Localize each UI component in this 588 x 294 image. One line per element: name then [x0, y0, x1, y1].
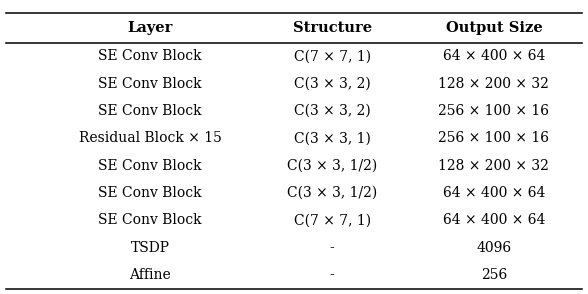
Text: C(3 × 3, 1): C(3 × 3, 1) — [294, 131, 370, 145]
Text: 64 × 400 × 64: 64 × 400 × 64 — [443, 186, 545, 200]
Text: 64 × 400 × 64: 64 × 400 × 64 — [443, 49, 545, 63]
Text: SE Conv Block: SE Conv Block — [98, 77, 202, 91]
Text: 4096: 4096 — [476, 241, 512, 255]
Text: 256: 256 — [481, 268, 507, 282]
Text: SE Conv Block: SE Conv Block — [98, 104, 202, 118]
Text: C(3 × 3, 1/2): C(3 × 3, 1/2) — [287, 159, 377, 173]
Text: 128 × 200 × 32: 128 × 200 × 32 — [439, 77, 549, 91]
Text: TSDP: TSDP — [131, 241, 169, 255]
Text: C(3 × 3, 2): C(3 × 3, 2) — [294, 77, 370, 91]
Text: 256 × 100 × 16: 256 × 100 × 16 — [439, 104, 549, 118]
Text: SE Conv Block: SE Conv Block — [98, 213, 202, 227]
Text: C(3 × 3, 1/2): C(3 × 3, 1/2) — [287, 186, 377, 200]
Text: Residual Block × 15: Residual Block × 15 — [79, 131, 221, 145]
Text: C(7 × 7, 1): C(7 × 7, 1) — [293, 213, 371, 227]
Text: SE Conv Block: SE Conv Block — [98, 186, 202, 200]
Text: SE Conv Block: SE Conv Block — [98, 49, 202, 63]
Text: 128 × 200 × 32: 128 × 200 × 32 — [439, 159, 549, 173]
Text: SE Conv Block: SE Conv Block — [98, 159, 202, 173]
Text: Structure: Structure — [293, 21, 372, 35]
Text: Layer: Layer — [127, 21, 173, 35]
Text: Output Size: Output Size — [446, 21, 542, 35]
Text: -: - — [330, 268, 335, 282]
Text: 64 × 400 × 64: 64 × 400 × 64 — [443, 213, 545, 227]
Text: Affine: Affine — [129, 268, 171, 282]
Text: 256 × 100 × 16: 256 × 100 × 16 — [439, 131, 549, 145]
Text: C(7 × 7, 1): C(7 × 7, 1) — [293, 49, 371, 63]
Text: C(3 × 3, 2): C(3 × 3, 2) — [294, 104, 370, 118]
Text: -: - — [330, 241, 335, 255]
